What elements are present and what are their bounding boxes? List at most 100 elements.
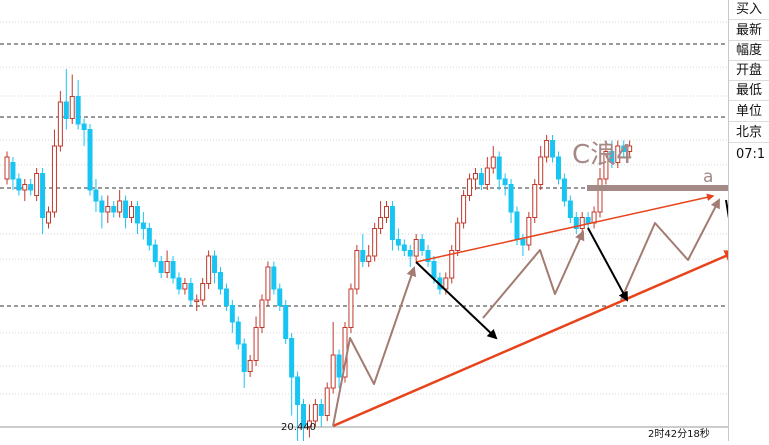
panel-row-city: 北京 [729,123,769,143]
panel-row-low: 最低 [729,81,769,101]
candle [621,140,627,157]
candle [455,217,461,256]
candle [360,234,366,267]
candle [235,316,241,350]
candle [579,212,585,234]
candle [277,283,283,311]
candle [502,173,508,196]
candle [354,245,360,295]
candle [265,261,271,306]
candle [259,294,265,333]
candle [188,278,194,306]
candle [478,168,484,190]
candle [4,151,10,185]
candle [46,206,52,229]
candle [229,300,235,333]
panel-row-open: 开盘 [729,61,769,81]
wave-down-1 [415,261,498,340]
candle [336,349,342,388]
candle [28,179,34,196]
candle [484,157,490,190]
candle [158,256,164,278]
panel-row-time: 07:1 [736,147,766,162]
candle [57,91,63,152]
candle [182,278,188,295]
candle [81,118,87,146]
candle [134,201,140,234]
candle [395,228,401,251]
candle [597,168,603,218]
candle [271,261,277,295]
candle [63,69,69,130]
candle [34,168,40,201]
candle [467,173,473,201]
channel-lower-line [332,250,738,428]
candle [283,300,289,344]
point-label-a: a [703,167,713,187]
wave-path-3 [620,198,720,301]
candle [567,195,573,223]
candle [117,190,123,218]
candle [93,179,99,212]
candle [200,278,206,306]
candle [550,135,556,163]
candle [609,140,615,168]
candle [223,283,229,311]
candle [372,223,378,262]
candle [538,146,544,190]
candle [318,399,324,427]
candle [289,333,295,416]
candle-layer [4,69,633,443]
channel-upper-line [415,193,715,263]
candle [490,146,496,174]
candle [295,371,301,443]
chart-area: :14:14:20:21:21:21:21:21:23:25:26:27:34 … [0,21,754,443]
candle [627,140,633,157]
candle [217,267,223,295]
candle [40,168,46,234]
wave-path-2 [482,230,585,319]
candle [407,245,413,267]
candle [241,338,247,388]
candle [472,168,478,190]
time-label: 2时42分18秒 [648,427,710,440]
candle [330,322,336,394]
candle [16,173,22,196]
candle [194,294,200,311]
candle [496,151,502,190]
candle [324,382,330,421]
candle [544,135,550,163]
candle [401,239,407,256]
wave-title: C浪4 [572,140,633,170]
candle [22,179,28,201]
low-price-label: 20.440 [281,422,316,433]
wave-path-1 [332,266,417,427]
candle [413,234,419,262]
candle [105,195,111,223]
candle [312,399,318,427]
candle [129,201,135,223]
wave-down-2 [587,227,628,302]
candle [99,195,105,229]
panel-row-change: 幅度 [729,41,769,61]
candle [461,190,467,229]
candle [69,74,75,124]
candle [573,212,579,234]
candle [419,234,425,256]
candle [247,355,253,377]
candle [532,179,538,223]
candle [306,404,312,438]
candle [87,124,93,196]
panel-row-latest: 最新 [729,21,769,41]
candle [425,245,431,267]
candle [585,212,591,229]
candle [140,212,146,240]
candle [10,157,16,190]
candle [212,250,218,284]
candle [389,201,395,251]
candle [301,399,306,443]
candle [152,239,158,267]
candle [561,173,567,207]
candle [378,201,384,234]
candle [176,272,182,295]
